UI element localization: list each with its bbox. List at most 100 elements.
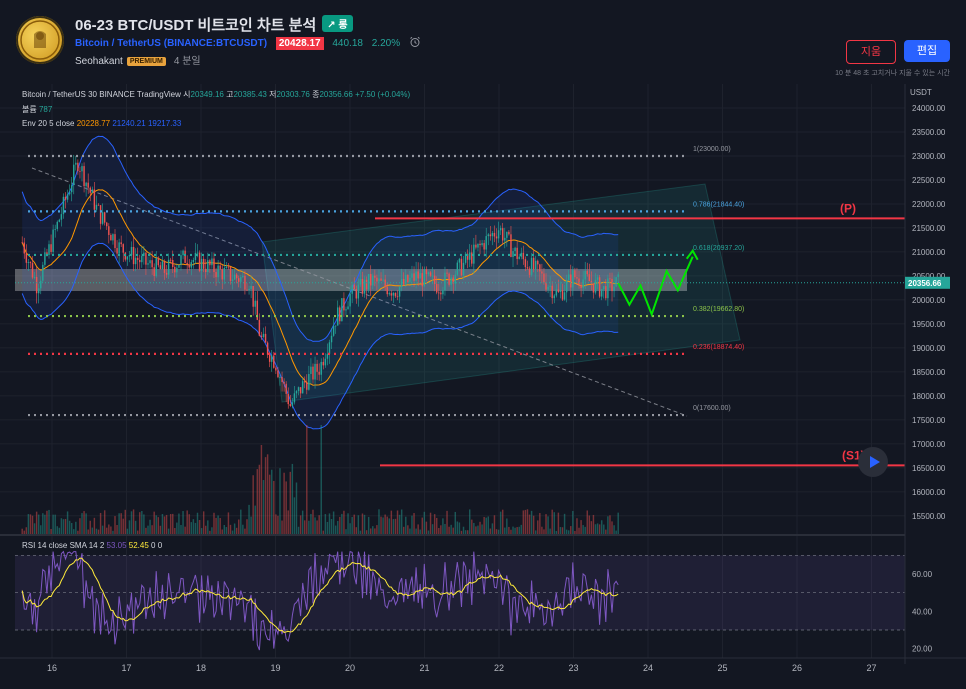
- volume-bar: [349, 523, 351, 535]
- candle-body: [413, 273, 415, 281]
- candle-body: [134, 257, 137, 265]
- play-replay-button[interactable]: [858, 447, 888, 477]
- delete-button[interactable]: 지움: [846, 40, 896, 64]
- candle-body: [110, 234, 112, 241]
- exchange-link[interactable]: BINANCE:BTCUSDT: [167, 38, 264, 49]
- volume-bar: [106, 527, 108, 535]
- volume-bar: [557, 512, 560, 535]
- candle-body: [380, 278, 382, 281]
- legend-low: 20303.76: [276, 90, 310, 99]
- candle-body: [466, 253, 469, 260]
- volume-bar: [27, 514, 30, 535]
- volume-bar: [514, 527, 516, 535]
- candle-body: [518, 256, 520, 259]
- candle-body: [277, 370, 279, 378]
- candle-body: [289, 404, 292, 406]
- candle-body: [530, 257, 533, 275]
- candle-body: [326, 353, 329, 359]
- candle-body: [409, 277, 411, 283]
- volume-bar: [392, 519, 395, 535]
- candle-body: [62, 196, 65, 215]
- candle-body: [479, 243, 481, 246]
- env-upper: 21240.21: [112, 119, 146, 128]
- volume-bar: [266, 454, 269, 535]
- price-chart[interactable]: 1(23000.00) 0.786(21844.40) 0.618(20937.20…: [0, 84, 966, 684]
- volume-bar: [446, 510, 448, 535]
- edit-button[interactable]: 편집: [904, 40, 950, 62]
- volume-bar: [54, 514, 56, 535]
- price-change-pct: 2.20%: [371, 38, 401, 49]
- candle-body: [194, 252, 197, 261]
- candle-body: [240, 277, 242, 282]
- candle-body: [124, 252, 127, 260]
- premium-badge: PREMIUM: [126, 57, 166, 66]
- candle-body: [557, 289, 560, 292]
- volume-bar: [561, 527, 564, 535]
- volume-bar: [380, 516, 382, 535]
- last-price-tag: [905, 276, 950, 289]
- volume-bar: [235, 527, 238, 535]
- candle-body: [202, 258, 205, 269]
- volume-bar: [48, 509, 50, 535]
- time-tick-label: 26: [792, 663, 802, 673]
- candle-body: [126, 256, 129, 260]
- rsi-sma: 52.45: [128, 541, 149, 550]
- price-axis[interactable]: [905, 84, 966, 664]
- volume-bar: [351, 516, 353, 535]
- volume-bar: [207, 520, 209, 535]
- candle-body: [370, 274, 372, 286]
- volume-bar: [541, 526, 543, 535]
- volume-bar: [277, 515, 279, 535]
- volume-bar: [605, 529, 607, 535]
- volume-bar: [596, 523, 599, 535]
- price-tick-label: 22000.00: [912, 200, 946, 209]
- volume-bar: [487, 516, 489, 535]
- volume-bar: [394, 518, 397, 535]
- candle-body: [147, 263, 149, 265]
- candle-body: [130, 246, 133, 256]
- candle-body: [161, 261, 164, 270]
- volume-bar: [384, 514, 386, 535]
- candle-body: [21, 242, 23, 244]
- volume-bar: [225, 527, 228, 535]
- volume-bar: [609, 515, 611, 535]
- volume-bar: [429, 512, 432, 535]
- volume-bar: [134, 520, 137, 535]
- alarm-clock-icon[interactable]: [409, 36, 421, 48]
- author-avatar[interactable]: [16, 16, 64, 64]
- candle-body: [308, 373, 310, 390]
- volume-bar: [483, 516, 485, 535]
- fib-label: 0.236(18874.40): [693, 344, 744, 351]
- price-tick-label: 18000.00: [912, 392, 946, 401]
- volume-bar: [495, 529, 498, 535]
- volume-bar: [355, 527, 358, 535]
- volume-bar: [258, 464, 261, 535]
- chart-area[interactable]: 1(23000.00) 0.786(21844.40) 0.618(20937.20…: [0, 84, 966, 684]
- volume-bar: [471, 519, 473, 535]
- candle-body: [563, 292, 566, 300]
- volume-bar: [223, 525, 226, 535]
- volume-bar: [108, 524, 110, 535]
- volume-bar: [489, 528, 492, 535]
- volume-bar: [219, 518, 221, 535]
- time-tick-label: 19: [270, 663, 280, 673]
- candle-body: [73, 164, 75, 186]
- env-legend: Env 20 5 close 20228.77 21240.21 19217.3…: [22, 119, 181, 128]
- volume-bar: [475, 526, 477, 535]
- candle-body: [446, 272, 448, 274]
- candle-body: [23, 242, 25, 254]
- candle-body: [609, 278, 611, 280]
- candle-body: [209, 260, 211, 266]
- time-tick-label: 16: [47, 663, 57, 673]
- volume-bar: [287, 510, 289, 535]
- trend-line: [31, 167, 688, 417]
- candle-body: [112, 234, 114, 241]
- candle-body: [603, 286, 605, 290]
- symbol-link[interactable]: Bitcoin / TetherUS: [75, 38, 161, 49]
- volume-bar: [83, 511, 85, 535]
- candle-body: [547, 286, 549, 290]
- volume-bar: [42, 513, 44, 535]
- author-name[interactable]: Seohakant: [75, 56, 123, 67]
- author-row: Seohakant PREMIUM 4 분일: [75, 52, 201, 67]
- timeframe-label: 4 분일: [173, 56, 201, 67]
